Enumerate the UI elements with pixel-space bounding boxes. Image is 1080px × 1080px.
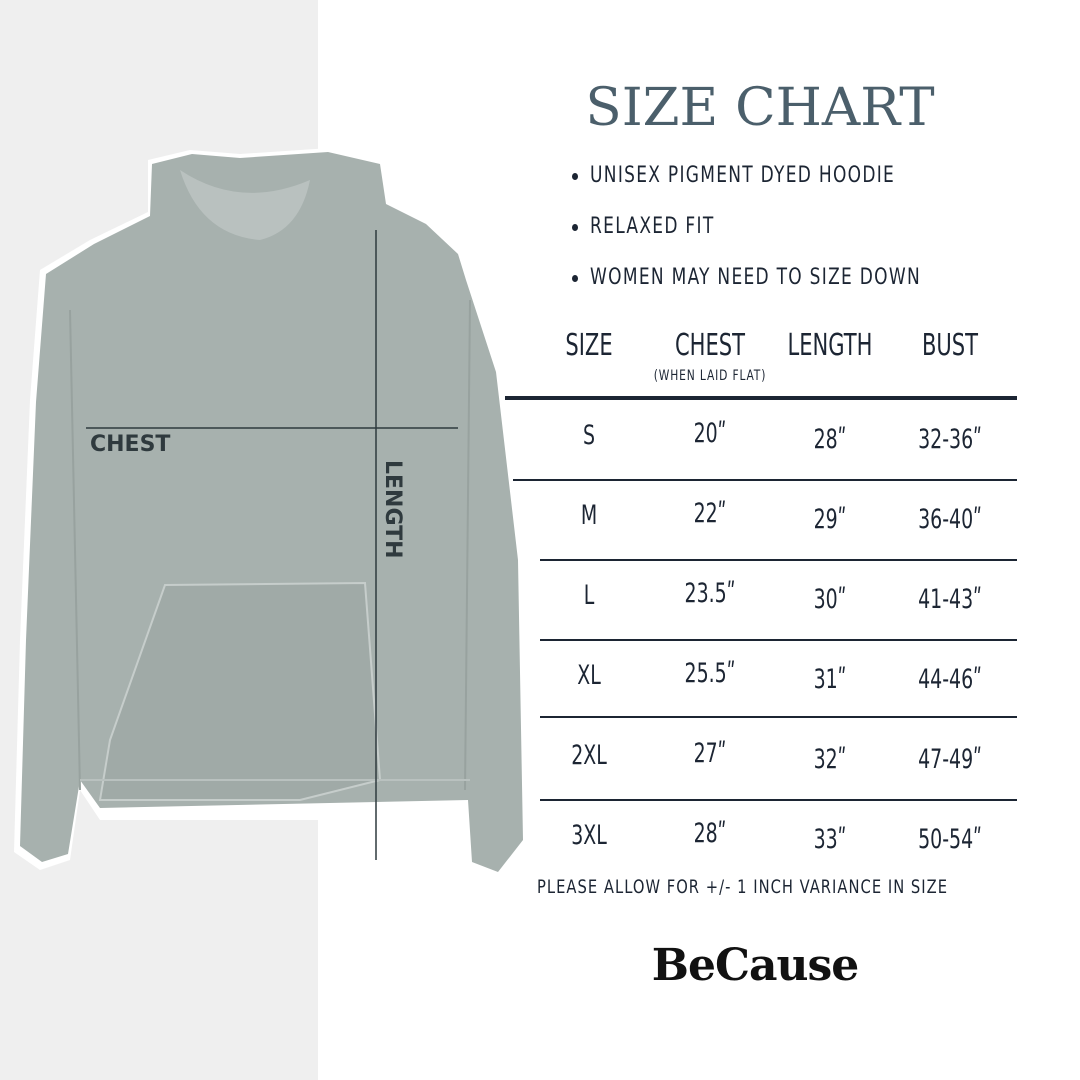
size-cell: 2XL xyxy=(571,740,607,771)
chest-cell: 20ʺ xyxy=(693,418,727,449)
chest-cell: 28ʺ xyxy=(693,818,727,849)
size-cell: S xyxy=(582,420,596,451)
header-size: SIZE xyxy=(565,328,613,363)
length-cell: 33ʺ xyxy=(813,824,847,855)
header-chest: CHEST xyxy=(674,328,746,363)
size-cell: L xyxy=(583,580,595,611)
feature-list: UNISEX PIGMENT DYED HOODIE RELAXED FIT W… xyxy=(572,158,978,311)
length-cell: 30ʺ xyxy=(813,584,847,615)
row-divider xyxy=(540,716,1017,718)
bust-cell: 36-40ʺ xyxy=(918,504,982,535)
feature-text: RELAXED FIT xyxy=(590,214,715,239)
hoodie-image xyxy=(14,148,528,880)
row-divider xyxy=(540,559,1017,561)
brand-logo: BeCause xyxy=(651,940,859,991)
feature-text: WOMEN MAY NEED TO SIZE DOWN xyxy=(590,265,922,290)
feature-text: UNISEX PIGMENT DYED HOODIE xyxy=(590,163,896,188)
size-cell: M xyxy=(580,500,598,531)
row-divider xyxy=(513,479,1017,481)
header-length: LENGTH xyxy=(787,328,873,363)
header-bust: BUST xyxy=(921,328,979,363)
row-divider xyxy=(540,799,1017,801)
bullet-icon xyxy=(572,274,579,282)
bust-cell: 41-43ʺ xyxy=(918,584,982,615)
bust-cell: 50-54ʺ xyxy=(918,824,982,855)
feature-item: WOMEN MAY NEED TO SIZE DOWN xyxy=(572,260,921,311)
row-divider xyxy=(540,639,1017,641)
length-cell: 32ʺ xyxy=(813,744,847,775)
length-cell: 31ʺ xyxy=(813,664,847,695)
header-divider xyxy=(505,396,1017,400)
chest-note: (WHEN LAID FLAT) xyxy=(653,368,767,384)
chest-label: CHEST xyxy=(90,432,171,457)
chest-cell: 22ʺ xyxy=(693,498,727,529)
size-cell: XL xyxy=(577,660,601,691)
bullet-icon xyxy=(572,172,579,180)
chest-cell: 23.5ʺ xyxy=(684,578,736,609)
variance-note: PLEASE ALLOW FOR +/- 1 INCH VARIANCE IN … xyxy=(537,876,949,898)
page-title: SIZE CHART xyxy=(585,78,935,138)
bust-cell: 44-46ʺ xyxy=(918,664,982,695)
bullet-icon xyxy=(572,223,579,231)
size-cell: 3XL xyxy=(571,820,607,851)
bust-cell: 47-49ʺ xyxy=(918,744,982,775)
length-cell: 29ʺ xyxy=(813,504,847,535)
feature-item: RELAXED FIT xyxy=(572,209,921,260)
chest-cell: 25.5ʺ xyxy=(684,658,736,689)
length-cell: 28ʺ xyxy=(813,424,847,455)
bust-cell: 32-36ʺ xyxy=(918,424,982,455)
feature-item: UNISEX PIGMENT DYED HOODIE xyxy=(572,158,921,209)
chest-cell: 27ʺ xyxy=(693,738,727,769)
length-label: LENGTH xyxy=(380,460,405,559)
